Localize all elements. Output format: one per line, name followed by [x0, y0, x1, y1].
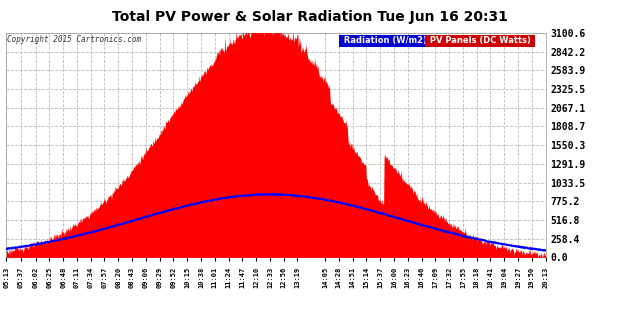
Text: Radiation (W/m2): Radiation (W/m2) [340, 36, 430, 45]
Text: Copyright 2015 Cartronics.com: Copyright 2015 Cartronics.com [7, 35, 141, 44]
Text: Total PV Power & Solar Radiation Tue Jun 16 20:31: Total PV Power & Solar Radiation Tue Jun… [112, 10, 508, 24]
Text: PV Panels (DC Watts): PV Panels (DC Watts) [427, 36, 534, 45]
